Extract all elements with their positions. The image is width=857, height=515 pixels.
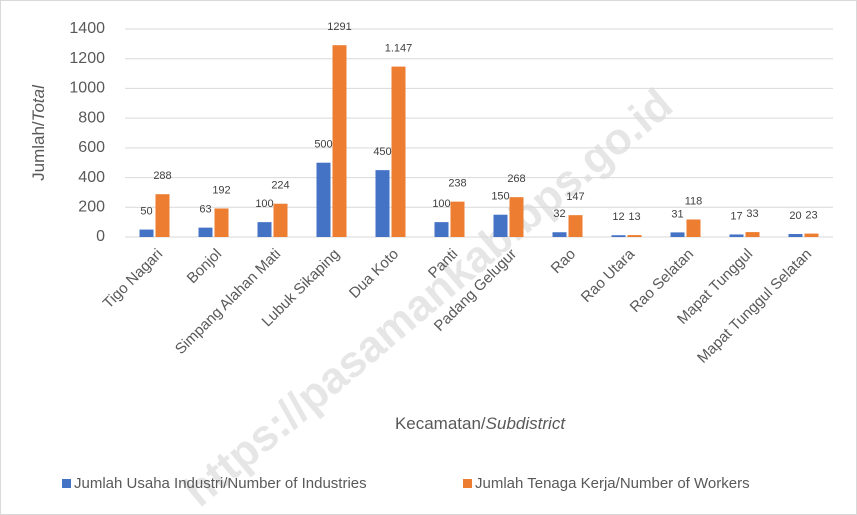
bar xyxy=(686,219,701,237)
bar xyxy=(332,45,347,237)
x-axis-title-part: Subdistrict xyxy=(486,414,567,433)
data-label: 17 xyxy=(730,210,742,222)
bar xyxy=(139,229,154,237)
data-label: 100 xyxy=(432,198,450,210)
data-label: 224 xyxy=(271,180,289,192)
bar xyxy=(670,232,685,237)
data-label: 32 xyxy=(553,208,565,220)
legend-label: Jumlah Tenaga Kerja/Number of Workers xyxy=(475,475,750,492)
y-tick-label: 1400 xyxy=(69,20,105,37)
data-label: 288 xyxy=(153,170,171,182)
bar xyxy=(552,232,567,237)
bar xyxy=(391,66,406,238)
bar xyxy=(214,208,229,237)
bar xyxy=(273,203,288,237)
data-label: 63 xyxy=(199,204,211,216)
data-label: 238 xyxy=(448,178,466,190)
bar xyxy=(450,201,465,237)
bar xyxy=(316,162,331,237)
bar xyxy=(788,234,803,237)
y-tick-label: 800 xyxy=(78,109,105,126)
bar xyxy=(611,235,626,237)
legend-swatch xyxy=(463,479,472,488)
bar xyxy=(804,233,819,237)
bar xyxy=(375,170,390,237)
data-label: 50 xyxy=(140,205,152,217)
legend-label: Jumlah Usaha Industri/Number of Industri… xyxy=(74,475,367,492)
data-label: 23 xyxy=(805,209,817,221)
bar xyxy=(434,222,449,237)
x-axis-title: Kecamatan/Subdistrict xyxy=(395,414,566,433)
bar xyxy=(745,232,760,237)
bar xyxy=(627,235,642,237)
data-label: 150 xyxy=(491,191,509,203)
data-label: 100 xyxy=(255,198,273,210)
data-label: 20 xyxy=(789,210,801,222)
bar xyxy=(729,234,744,237)
bar xyxy=(198,227,213,237)
bar xyxy=(509,197,524,237)
data-label: 1.147 xyxy=(385,42,413,54)
bar xyxy=(257,222,272,237)
bar xyxy=(493,214,508,237)
data-label: 500 xyxy=(314,139,332,151)
y-tick-label: 1000 xyxy=(69,80,105,97)
legend-swatch xyxy=(62,479,71,488)
data-label: 147 xyxy=(566,191,584,203)
y-axis-title: Jumlah/Total xyxy=(29,84,48,181)
data-label: 33 xyxy=(746,208,758,220)
data-label: 31 xyxy=(671,208,683,220)
y-axis-title-part: Jumlah/ xyxy=(29,121,48,181)
data-label: 268 xyxy=(507,173,525,185)
data-label: 118 xyxy=(685,195,703,207)
bar xyxy=(568,215,583,237)
data-label: 1291 xyxy=(327,21,351,33)
data-label: 13 xyxy=(628,211,640,223)
bar xyxy=(155,194,170,237)
data-label: 12 xyxy=(612,211,624,223)
data-label: 450 xyxy=(373,146,391,158)
data-label: 192 xyxy=(212,184,230,196)
y-axis-title-part: Total xyxy=(29,84,48,121)
y-tick-label: 400 xyxy=(78,169,105,186)
y-tick-label: 0 xyxy=(96,228,105,245)
y-tick-label: 200 xyxy=(78,199,105,216)
x-axis-title-part: Kecamatan/ xyxy=(395,414,486,433)
y-tick-label: 600 xyxy=(78,139,105,156)
y-tick-label: 1200 xyxy=(69,50,105,67)
